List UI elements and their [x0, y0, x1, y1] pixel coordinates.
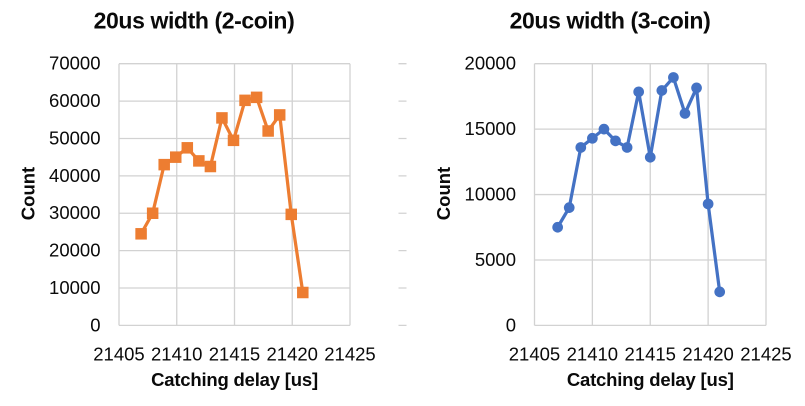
svg-text:Count: Count [18, 167, 39, 220]
svg-text:10000: 10000 [465, 184, 516, 205]
svg-text:21425: 21425 [324, 344, 375, 365]
svg-text:21415: 21415 [209, 344, 260, 365]
svg-text:Count: Count [433, 167, 454, 220]
svg-text:40000: 40000 [49, 165, 100, 186]
svg-text:20000: 20000 [49, 240, 100, 261]
svg-text:50000: 50000 [49, 127, 100, 148]
svg-text:10000: 10000 [49, 277, 100, 298]
svg-text:Catching delay [us]: Catching delay [us] [151, 369, 318, 390]
svg-text:21405: 21405 [509, 344, 560, 365]
svg-text:20000: 20000 [465, 53, 516, 74]
svg-text:21410: 21410 [567, 344, 618, 365]
svg-text:60000: 60000 [49, 90, 100, 111]
svg-text:21405: 21405 [93, 344, 144, 365]
svg-text:5000: 5000 [475, 249, 516, 270]
svg-text:21425: 21425 [740, 344, 791, 365]
svg-text:21410: 21410 [151, 344, 202, 365]
svg-text:70000: 70000 [49, 53, 100, 74]
svg-text:21420: 21420 [267, 344, 318, 365]
svg-text:21415: 21415 [625, 344, 676, 365]
svg-text:0: 0 [506, 314, 516, 335]
svg-text:20us width (3-coin): 20us width (3-coin) [510, 8, 711, 34]
svg-text:20us width (2-coin): 20us width (2-coin) [94, 8, 295, 34]
svg-text:30000: 30000 [49, 202, 100, 223]
svg-text:21420: 21420 [682, 344, 733, 365]
svg-text:Catching delay [us]: Catching delay [us] [567, 369, 734, 390]
svg-text:15000: 15000 [465, 118, 516, 139]
svg-text:0: 0 [90, 314, 100, 335]
